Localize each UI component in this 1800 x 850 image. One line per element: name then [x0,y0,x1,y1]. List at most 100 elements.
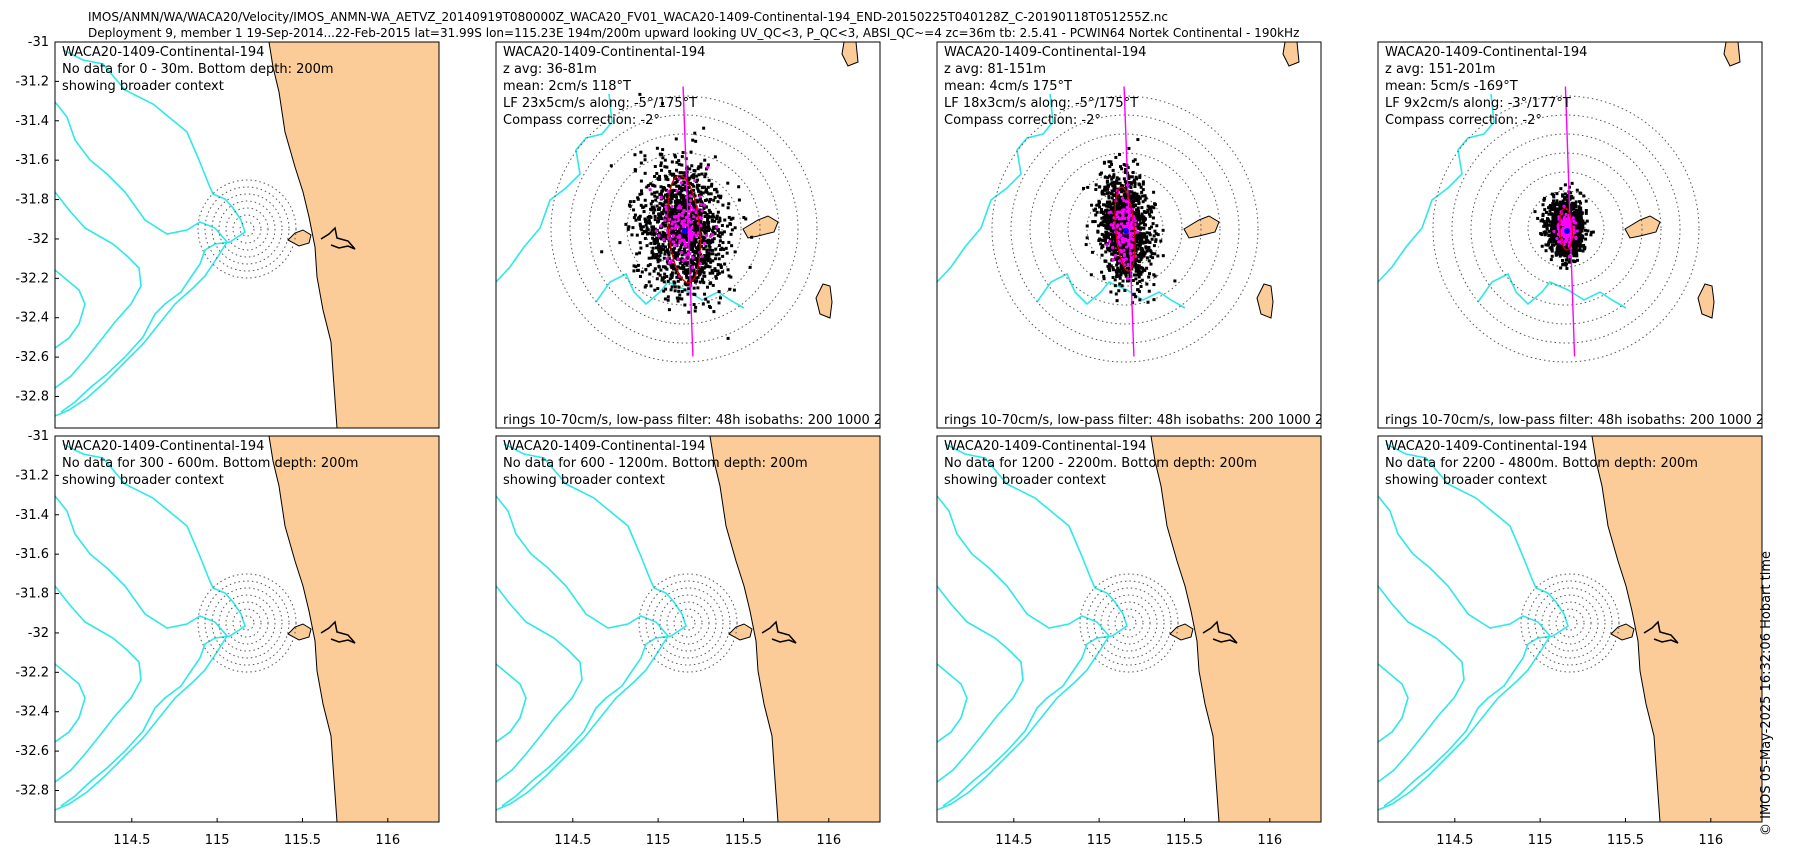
p2-daily-point [689,283,693,288]
p2-daily-point [682,222,686,226]
p2-scatter-point [711,259,715,263]
p4-scatter-point [1563,195,1567,199]
p3-daily-point [1122,248,1126,252]
p3-scatter-point [1111,275,1115,279]
p2-daily-point [699,223,703,228]
p2-scatter-point [677,296,681,300]
p3-scatter-point [1132,194,1136,198]
p4-isobath-1000m [1477,272,1627,309]
p3-scatter-point [1099,242,1103,246]
p4-scatter-point [1578,226,1582,230]
p2-scatter-point [676,238,680,242]
p2-scatter-point [639,246,643,250]
p2-scatter-point [710,184,714,188]
p2-scatter-point [705,257,709,261]
p2-scatter-point [651,255,655,259]
p3-scatter-point [1137,182,1141,186]
p2-scatter-point [685,170,689,174]
p2-scatter-point [667,223,671,227]
p4-scatter-point [1550,220,1554,224]
p3-scatter-point [1135,259,1139,263]
p2-scatter-point [658,216,662,220]
p3-scatter-point [1135,177,1139,181]
p3-scatter-point [1114,220,1118,224]
p3-scatter-point [1119,195,1123,199]
p3-scatter-point [1132,273,1136,277]
p3-scatter-point [1099,221,1103,225]
p4-scatter-point [1556,252,1560,256]
p3-scatter-point [1138,298,1142,302]
p2-scatter-point [653,174,657,178]
p2-scatter-point [695,265,699,269]
p3-scatter-point [1085,224,1089,228]
p7-ring-50cms [1093,587,1165,659]
p6-ring-40cms [659,594,717,652]
p3-scatter-point [1150,252,1154,256]
p2-scatter-point [717,271,721,275]
p2-scatter-point [709,252,713,256]
p2-scatter-point [688,191,692,195]
p4-scatter-point [1570,250,1574,254]
p3-scatter-point [1101,223,1105,227]
p2-scatter-point [693,309,697,313]
p2-scatter-point [656,245,660,249]
p2-scatter-point [681,186,685,190]
p3-scatter-point [1140,212,1144,216]
p2-scatter-point [662,234,666,238]
p2-scatter-point [650,192,654,196]
x-axis-col-4: 114.5 115 115.5 116 [1436,818,1723,848]
p2-scatter-point [679,245,683,249]
p3-scatter-point [1105,221,1109,225]
p3-scatter-point [1103,218,1107,222]
x-tick-label: 115.5 [284,833,321,848]
p3-scatter-point [1100,192,1104,196]
p2-scatter-point [717,194,721,198]
p2-scatter-point [700,277,704,281]
p3-scatter-point [1142,254,1146,258]
p4-scatter-point [1555,199,1559,203]
p4-scatter-point [1560,213,1564,217]
p2-scatter-point [670,197,674,201]
p2-scatter-point [653,232,657,236]
p2-scatter-point [659,161,663,165]
p4-scatter-point [1543,208,1547,212]
p2-scatter-point [705,249,709,253]
p1-ring-70cms [197,179,297,279]
p4-scatter-point [1552,205,1556,209]
p2-scatter-point [673,199,677,203]
p3-scatter-point [1099,210,1103,214]
p4-scatter-point [1583,228,1587,232]
p3-scatter-point [1097,202,1101,206]
p2-scatter-point [727,240,731,244]
p3-scatter-point [1116,237,1120,241]
p7-island [1169,623,1194,641]
p2-scatter-point [693,276,697,280]
p1-isobath-2000m [55,191,142,389]
p2-scatter-point [698,198,702,202]
p4-daily-point [1573,221,1577,225]
p4-scatter-point [1539,219,1543,223]
p3-scatter-point [1089,273,1093,277]
p3-scatter-point [1098,205,1102,209]
p2-scatter-point [709,192,713,196]
p3-scatter-point [1152,298,1156,302]
p2-scatter-point [682,247,686,251]
p5-coast-detail [320,620,356,644]
p3-scatter-point [1127,267,1131,271]
p4-land-patch [1697,283,1715,319]
p2-scatter-point [675,255,679,259]
p4-scatter-point [1550,232,1554,236]
p3-scatter-point [1117,204,1121,208]
p2-scatter-point [657,264,661,268]
p3-scatter-point [1125,255,1129,259]
p3-scatter-point [1134,253,1138,257]
p3-scatter-point [1117,270,1121,274]
p4-scatter-point [1585,219,1589,223]
p6-title: WACA20-1409-Continental-194 [503,439,705,454]
p2-scatter-point [712,198,716,202]
p2-scatter-point [664,193,668,197]
p2-scatter-point [704,239,708,243]
p2-scatter-point [750,235,754,239]
